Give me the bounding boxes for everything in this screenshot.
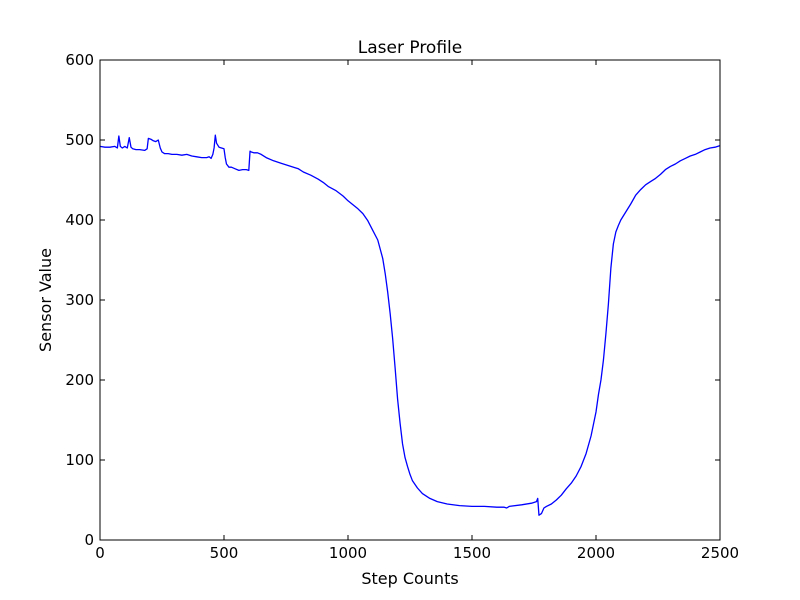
y-tick-label: 400 <box>65 211 94 229</box>
y-tick-label: 200 <box>65 371 94 389</box>
plot-layer <box>99 59 721 541</box>
x-tick-label: 0 <box>95 544 105 562</box>
x-tick-label: 1000 <box>329 544 367 562</box>
y-tick-label: 600 <box>65 51 94 69</box>
y-tick-label: 300 <box>65 291 94 309</box>
series-line-0 <box>99 134 721 516</box>
chart-title: Laser Profile <box>358 38 462 58</box>
x-tick-label: 1500 <box>453 544 491 562</box>
labels-layer: 0 500 1000 1500 2000 2500 0 100 200 300 400 500 600 <box>65 51 739 562</box>
plot-area <box>100 60 720 540</box>
x-tick-label: 2000 <box>577 544 615 562</box>
y-tick-label: 0 <box>84 531 94 549</box>
x-tick-label: 2500 <box>701 544 739 562</box>
y-axis-label: Sensor Value <box>36 248 55 352</box>
x-tick-label: 500 <box>210 544 239 562</box>
y-tick-label: 500 <box>65 131 94 149</box>
x-axis-label: Step Counts <box>361 569 458 588</box>
y-tick-label: 100 <box>65 451 94 469</box>
ticks-layer <box>99 59 721 541</box>
